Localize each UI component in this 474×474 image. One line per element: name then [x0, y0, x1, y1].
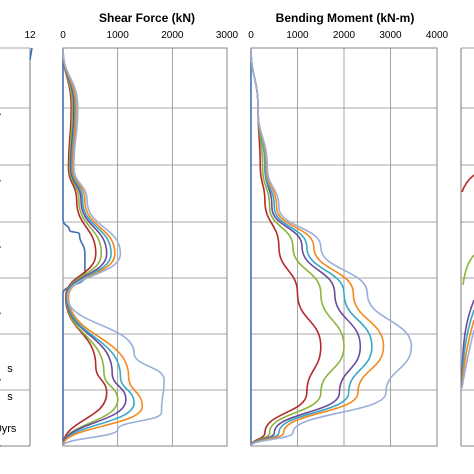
series-line	[62, 48, 86, 446]
x-tick-label: 12	[24, 30, 36, 41]
x-tick-label: 1000	[107, 30, 130, 41]
series-line	[461, 329, 474, 389]
panel-right	[460, 47, 474, 447]
series-line	[461, 174, 474, 193]
x-tick-labels: 0 1000 2000 3000 4000	[248, 30, 448, 41]
series-line	[462, 254, 474, 286]
legend-entry: 0yrs	[0, 423, 17, 435]
panel-shear-series	[62, 47, 165, 447]
panel-left-grid	[0, 47, 31, 447]
series-line	[62, 47, 119, 447]
legend-entry: s	[7, 363, 13, 375]
panel-bending-moment: Bending Moment (kN-m) 0 1000 2000 3000 4000	[248, 11, 449, 447]
x-tick-label: 3000	[379, 30, 402, 41]
series-line	[62, 47, 135, 447]
series-line	[62, 47, 127, 447]
chart-title: Bending Moment (kN-m)	[276, 11, 415, 25]
x-tick-label: 2000	[333, 30, 356, 41]
panel-shear-grid	[62, 47, 228, 447]
series-line	[62, 47, 165, 447]
panel-left: 12 s s 0yrs	[0, 30, 36, 447]
series-line	[62, 47, 108, 447]
panel-bending-series	[250, 47, 413, 447]
panel-left-series	[0, 47, 33, 447]
x-tick-label: 4000	[426, 30, 449, 41]
legend-entry: s	[7, 391, 13, 403]
x-tick-label: 2000	[161, 30, 184, 41]
x-tick-label: 0	[248, 30, 254, 41]
x-tick-label: 1000	[286, 30, 309, 41]
x-tick-label: 0	[60, 30, 66, 41]
series-line	[250, 47, 413, 447]
x-tick-labels: 0 1000 2000 3000	[60, 30, 238, 41]
series-line	[62, 47, 144, 447]
chart-title: Shear Force (kN)	[99, 11, 195, 25]
series-line	[29, 47, 33, 61]
panel-shear-force: Shear Force (kN) 0 1000 2000 3000	[60, 11, 239, 447]
series-line	[250, 47, 322, 447]
x-tick-label: 3000	[216, 30, 239, 41]
series-line	[250, 47, 345, 447]
